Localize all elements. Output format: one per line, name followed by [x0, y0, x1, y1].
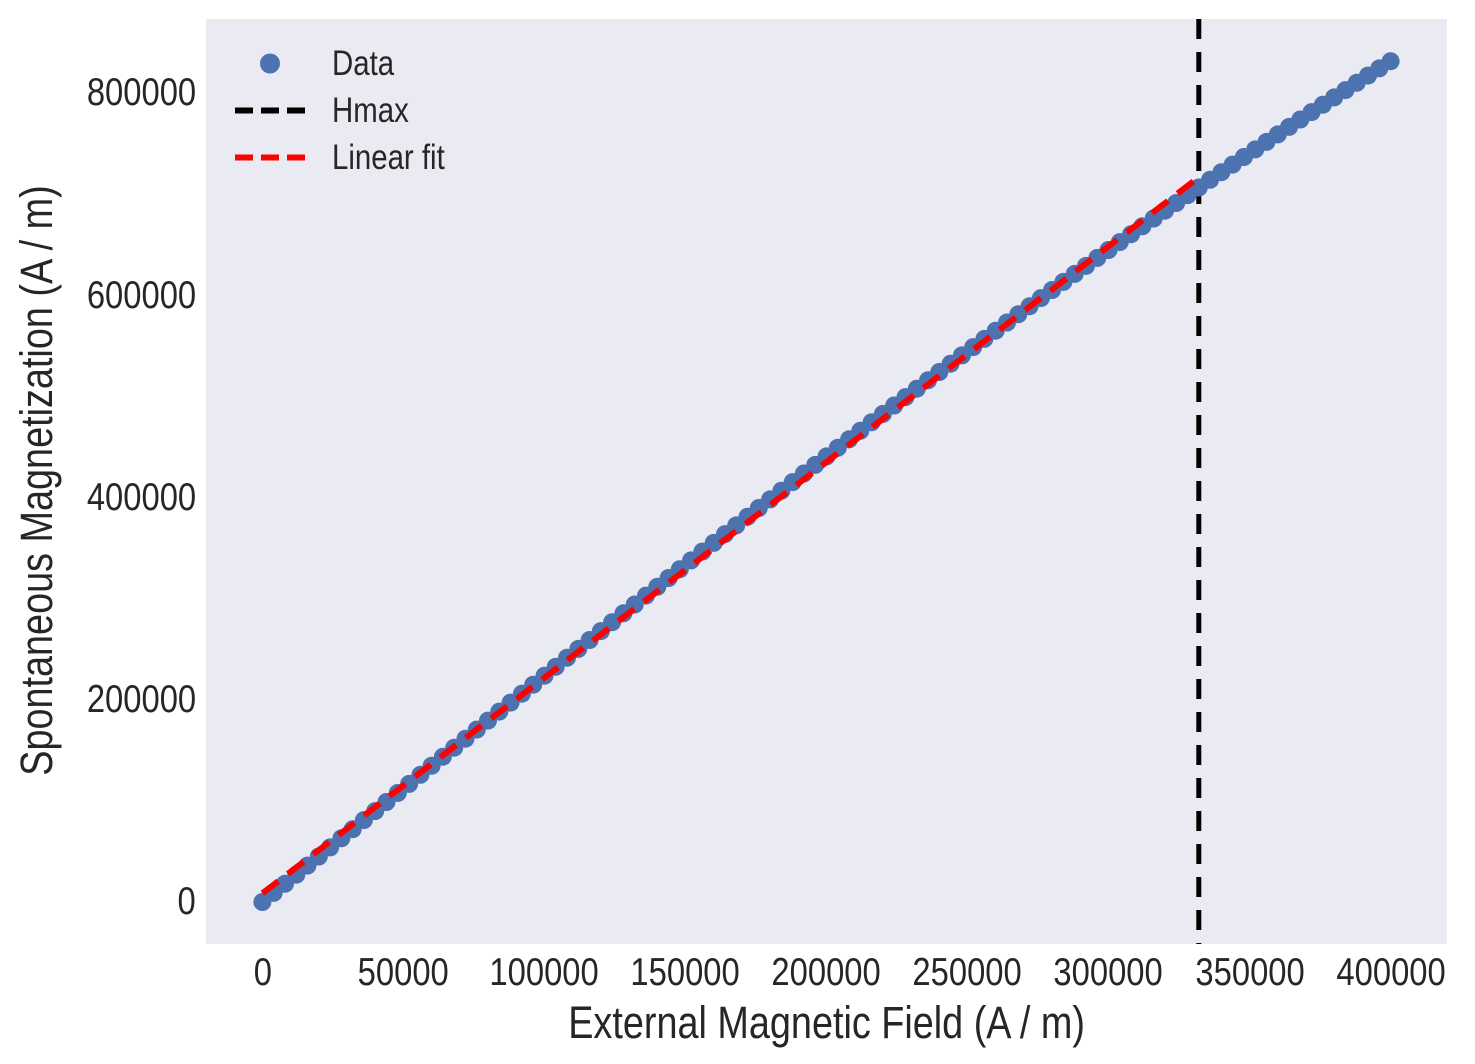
legend-item-linear-fit: Linear fit: [235, 134, 466, 181]
x-tick-label: 300000: [1053, 951, 1164, 994]
x-axis-label-text: External Magnetic Field (A / m): [568, 997, 1085, 1048]
data-point-icon: [260, 53, 280, 74]
legend-item-data: Data: [235, 40, 466, 87]
legend: Data Hmax Linear fit: [235, 40, 466, 181]
legend-label-hmax: Hmax: [332, 90, 409, 130]
x-tick-label: 350000: [1194, 951, 1305, 994]
linear-fit-line: [260, 174, 1201, 896]
x-tick-label: 100000: [489, 951, 600, 994]
legend-item-hmax: Hmax: [235, 87, 466, 134]
x-tick-label: 200000: [771, 951, 882, 994]
y-axis-label-text: Spontaneous Magnetization (A / m): [11, 185, 62, 777]
y-tick-label: 200000: [86, 677, 196, 721]
x-tick-label: 50000: [357, 951, 449, 994]
x-tick-label: 0: [253, 951, 272, 994]
legend-label-linear-fit: Linear fit: [332, 137, 445, 177]
data-point: [1381, 52, 1400, 71]
legend-label-data: Data: [332, 43, 395, 83]
x-tick-label: 150000: [630, 951, 741, 994]
x-axis-label: External Magnetic Field (A / m): [206, 998, 1447, 1048]
y-tick-label: 400000: [86, 475, 196, 519]
y-tick-label: 600000: [86, 273, 196, 317]
linear-fit-dashed-line-icon: [235, 154, 305, 161]
x-tick-label: 250000: [912, 951, 1023, 994]
y-axis-label: Spontaneous Magnetization (A / m): [9, 31, 65, 931]
y-tick-label: 800000: [86, 71, 196, 115]
hmax-dashed-line-icon: [235, 107, 305, 114]
y-tick-label: 0: [177, 880, 196, 923]
x-tick-label: 400000: [1335, 951, 1446, 994]
